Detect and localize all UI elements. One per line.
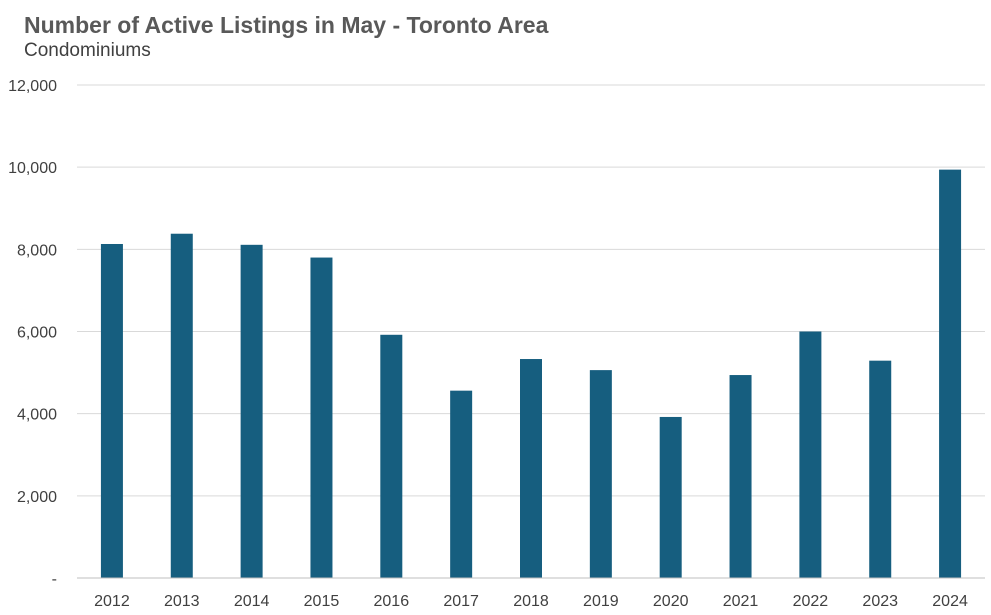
bar-2013 [170, 233, 193, 578]
x-tick-label: 2015 [304, 593, 340, 610]
x-tick-label: 2014 [234, 593, 270, 610]
bar-2019 [589, 370, 612, 578]
y-tick-label: 2,000 [17, 489, 57, 506]
chart-subtitle: Condominiums [24, 40, 151, 61]
y-tick-label: 6,000 [17, 325, 57, 342]
x-axis: 2012 2013 2014 2015 2016 2017 2018 2019 2020 2021… [77, 577, 985, 610]
bar-2023 [869, 360, 892, 578]
bar-2017 [450, 390, 473, 578]
y-axis: - 2,000 4,000 6,000 8,000 10,000 12,000 [8, 78, 57, 588]
chart-title: Number of Active Listings in May - Toron… [24, 12, 549, 38]
x-tick-label: 2021 [723, 593, 759, 610]
bar-2018 [520, 359, 542, 578]
bar-2022 [799, 331, 822, 578]
x-tick-label: 2024 [932, 593, 968, 610]
x-tick-label: 2019 [583, 593, 619, 610]
bar-2021 [729, 375, 752, 578]
y-tick-label: 12,000 [8, 78, 57, 95]
x-tick-label: 2017 [443, 593, 479, 610]
x-tick-label: 2023 [862, 593, 898, 610]
bar-2014 [240, 244, 263, 579]
x-tick-label: 2020 [653, 593, 689, 610]
x-tick-label: 2013 [164, 593, 200, 610]
bar-2016 [380, 334, 403, 578]
y-tick-label: 8,000 [17, 242, 57, 259]
bar-2020 [659, 416, 682, 578]
y-tick-label: 10,000 [8, 160, 57, 177]
x-tick-label: 2016 [374, 593, 410, 610]
x-tick-label: 2018 [513, 593, 549, 610]
y-tick-label: 4,000 [17, 407, 57, 424]
bar-2012 [100, 243, 123, 578]
bars [100, 169, 962, 579]
bar-2024 [939, 169, 962, 579]
x-tick-label: 2012 [94, 593, 130, 610]
y-tick-label: - [52, 571, 57, 588]
bar-2015 [310, 257, 333, 578]
x-tick-label: 2022 [793, 593, 829, 610]
